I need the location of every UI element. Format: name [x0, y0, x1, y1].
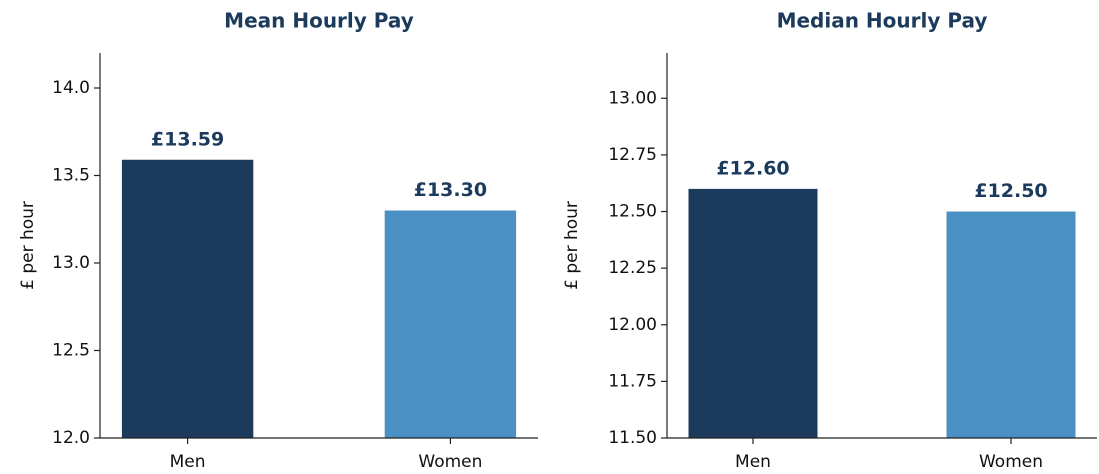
bar: [121, 159, 254, 438]
y-axis-label: £ per hour: [562, 201, 582, 290]
y-tick-label: 13.0: [52, 253, 90, 273]
y-axis-label: £ per hour: [18, 201, 38, 290]
y-tick-label: 12.75: [608, 145, 657, 165]
y-tick-label: 11.50: [608, 428, 657, 448]
value-label: £12.50: [974, 180, 1047, 202]
chart-title: Median Hourly Pay: [777, 9, 988, 33]
y-tick-label: 13.00: [608, 88, 657, 108]
y-tick-label: 12.0: [52, 428, 90, 448]
x-tick-label: Women: [979, 452, 1043, 472]
y-tick-label: 11.75: [608, 371, 657, 391]
y-tick-label: 12.50: [608, 202, 657, 222]
x-tick-label: Women: [418, 452, 482, 472]
bar: [946, 211, 1076, 438]
y-tick-label: 12.5: [52, 341, 90, 361]
y-tick-label: 13.5: [52, 166, 90, 186]
x-tick-label: Men: [170, 452, 206, 472]
value-label: £12.60: [716, 157, 789, 179]
chart-title: Mean Hourly Pay: [224, 9, 414, 33]
bar: [384, 210, 517, 438]
value-label: £13.59: [151, 128, 224, 150]
y-tick-label: 14.0: [52, 78, 90, 98]
bar: [688, 188, 818, 438]
value-label: £13.30: [414, 179, 487, 201]
x-tick-label: Men: [735, 452, 771, 472]
y-tick-label: 12.25: [608, 258, 657, 278]
y-tick-label: 12.00: [608, 315, 657, 335]
